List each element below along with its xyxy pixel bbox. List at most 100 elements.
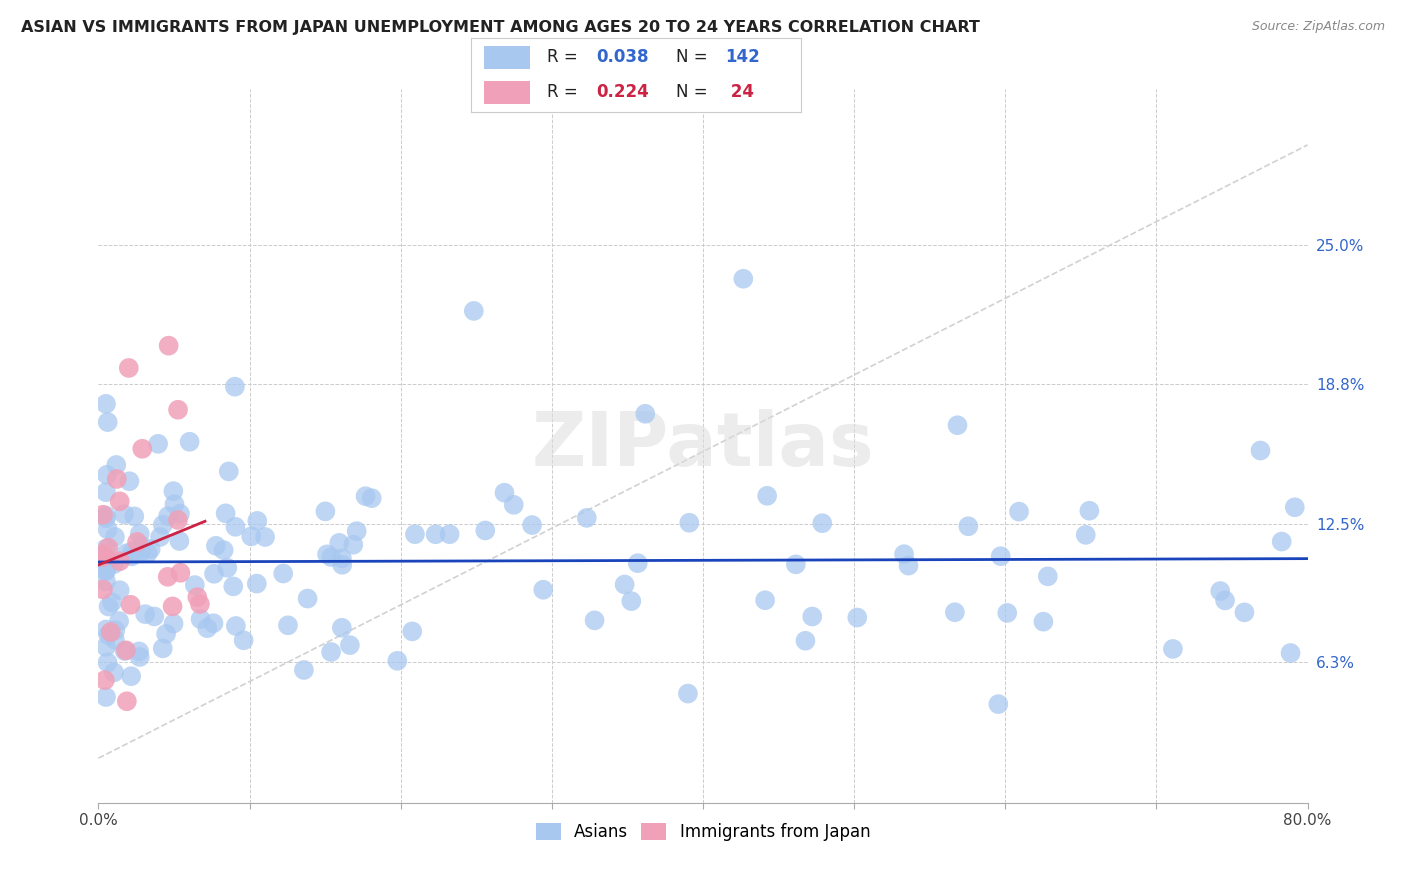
- Point: [439, 527, 461, 541]
- Point: [232, 633, 254, 648]
- Point: [404, 527, 426, 541]
- Point: [995, 606, 1018, 620]
- Point: [104, 623, 127, 637]
- Point: [128, 644, 150, 658]
- Point: [222, 579, 245, 593]
- Point: [205, 539, 228, 553]
- Point: [1284, 500, 1306, 515]
- Point: [179, 434, 201, 449]
- Point: [94, 511, 117, 525]
- Point: [169, 534, 191, 549]
- Point: [246, 576, 269, 591]
- Point: [115, 546, 138, 560]
- Point: [167, 513, 190, 527]
- Text: Source: ZipAtlas.com: Source: ZipAtlas.com: [1251, 20, 1385, 33]
- Point: [94, 558, 117, 572]
- Point: [94, 623, 117, 637]
- Point: [246, 514, 269, 528]
- Point: [330, 621, 353, 635]
- Point: [108, 583, 131, 598]
- Text: N =: N =: [676, 84, 713, 102]
- Point: [105, 472, 128, 486]
- Point: [1213, 593, 1236, 607]
- Text: ZIPatlas: ZIPatlas: [531, 409, 875, 483]
- Point: [103, 665, 125, 680]
- Point: [990, 549, 1012, 564]
- Point: [152, 517, 174, 532]
- Point: [124, 509, 146, 524]
- Point: [112, 507, 135, 521]
- Point: [202, 616, 225, 631]
- Point: [108, 614, 131, 628]
- Point: [91, 582, 114, 597]
- Point: [104, 530, 127, 544]
- Point: [330, 558, 353, 572]
- Text: 142: 142: [725, 48, 761, 66]
- Point: [218, 464, 240, 478]
- Point: [97, 415, 120, 429]
- Point: [97, 541, 120, 555]
- Point: [157, 508, 180, 523]
- Point: [678, 516, 700, 530]
- Text: ASIAN VS IMMIGRANTS FROM JAPAN UNEMPLOYMENT AMONG AGES 20 TO 24 YEARS CORRELATIO: ASIAN VS IMMIGRANTS FROM JAPAN UNEMPLOYM…: [21, 20, 980, 35]
- Point: [316, 547, 339, 561]
- Point: [224, 520, 246, 534]
- Point: [115, 643, 138, 657]
- Point: [114, 644, 136, 658]
- Point: [401, 624, 423, 639]
- Point: [104, 632, 127, 647]
- Point: [1036, 569, 1059, 583]
- Point: [128, 650, 150, 665]
- Point: [957, 519, 980, 533]
- Point: [943, 605, 966, 619]
- Point: [108, 554, 131, 568]
- Point: [129, 541, 152, 556]
- Point: [136, 546, 159, 560]
- Point: [297, 591, 319, 606]
- Point: [494, 485, 516, 500]
- Point: [146, 437, 169, 451]
- Point: [897, 558, 920, 573]
- Point: [94, 564, 117, 578]
- Point: [139, 542, 162, 557]
- Point: [94, 574, 117, 589]
- Point: [785, 558, 807, 572]
- Point: [330, 551, 353, 566]
- Point: [946, 418, 969, 433]
- Point: [463, 304, 485, 318]
- Point: [105, 458, 128, 472]
- Point: [118, 474, 141, 488]
- Point: [583, 613, 606, 627]
- Point: [100, 625, 122, 640]
- Point: [128, 526, 150, 541]
- Point: [143, 609, 166, 624]
- Point: [103, 557, 125, 571]
- Point: [292, 663, 315, 677]
- Point: [754, 593, 776, 607]
- Point: [277, 618, 299, 632]
- Point: [339, 638, 361, 652]
- Point: [97, 522, 120, 536]
- Point: [156, 570, 179, 584]
- Point: [152, 641, 174, 656]
- Point: [1008, 505, 1031, 519]
- Point: [676, 687, 699, 701]
- Text: 24: 24: [725, 84, 755, 102]
- Point: [225, 619, 247, 633]
- Point: [162, 616, 184, 631]
- Point: [1271, 534, 1294, 549]
- Point: [188, 597, 211, 611]
- Point: [94, 563, 117, 577]
- Point: [118, 360, 141, 375]
- Point: [115, 694, 138, 708]
- Point: [801, 609, 824, 624]
- Point: [1233, 605, 1256, 619]
- Point: [342, 538, 364, 552]
- Point: [620, 594, 643, 608]
- Point: [134, 607, 156, 622]
- Point: [127, 535, 149, 549]
- Point: [314, 504, 336, 518]
- Point: [1279, 646, 1302, 660]
- Text: R =: R =: [547, 84, 583, 102]
- Point: [94, 485, 117, 500]
